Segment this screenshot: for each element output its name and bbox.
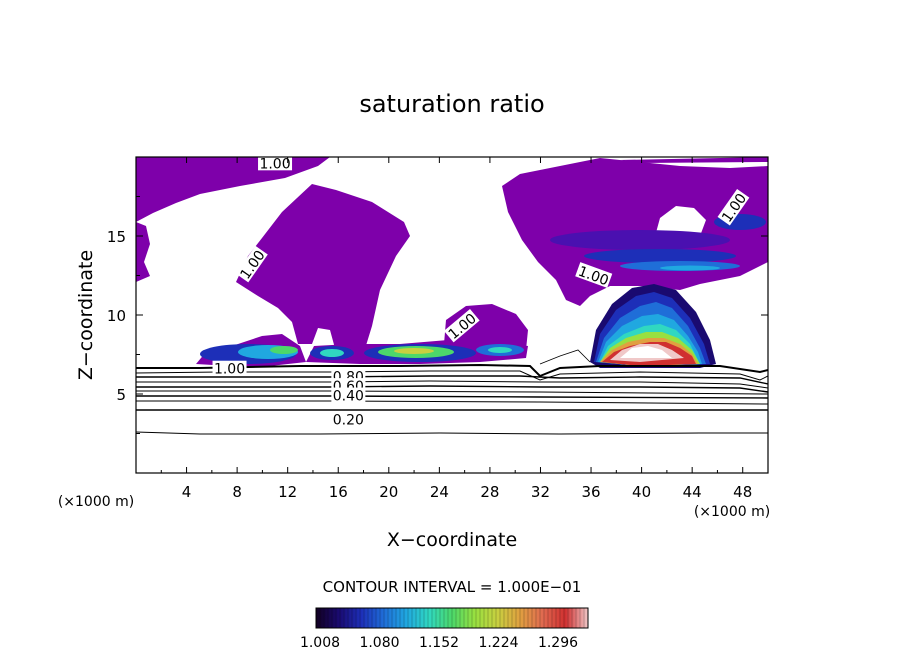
contour-0-70 [136, 380, 768, 389]
x-tick-label: 44 [683, 483, 702, 501]
colorbar-tick-label: 1.080 [359, 635, 399, 651]
contour-1-00 [136, 363, 768, 378]
colorbar-tick-label: 1.296 [538, 635, 578, 651]
contour-label-bg [443, 309, 480, 343]
x-tick-label: 4 [182, 483, 192, 501]
saturated-region-top-right-strip [620, 157, 768, 163]
y-axis-ticks: 5 10 15 [107, 196, 768, 434]
contour-0-50 [136, 390, 768, 395]
contour-label: 0.20 [333, 412, 364, 428]
contour-0-30 [136, 400, 768, 405]
contour-label-bg [331, 411, 366, 427]
core-ring-9 [620, 346, 672, 358]
saturated-region-upper-left [136, 157, 330, 222]
y-tick-label: 15 [107, 228, 126, 246]
colorbar-frame [315, 607, 589, 629]
contour-label: 1.00 [259, 156, 290, 172]
core-left-inner [270, 346, 298, 354]
contour-0-10 [136, 431, 768, 435]
y-tick-label: 10 [107, 307, 126, 325]
x-tick-label: 28 [480, 483, 499, 501]
x-axis-label: X−coordinate [387, 529, 517, 551]
contour-label-bg [575, 262, 613, 288]
plot-area: 1.001.001.001.001.001.00 0.800.600.400.20 [136, 156, 768, 473]
x-unit-left: (×1000 m) [58, 494, 134, 510]
colorbar-stripes [315, 608, 589, 628]
core-mid3-inner [488, 347, 512, 353]
contour-interval-label: CONTOUR INTERVAL = 1.000E−01 [323, 578, 582, 596]
contour-labels: 1.001.001.001.001.001.00 0.800.600.400.20 [212, 156, 750, 428]
colorbar-tick-label: 1.008 [300, 635, 340, 651]
y-axis-label: Z−coordinate [75, 250, 97, 380]
x-tick-label: 48 [733, 483, 752, 501]
colorbar-tick-labels: 1.008 1.080 1.152 1.224 1.296 [300, 635, 578, 651]
contour-0-80 [136, 375, 768, 385]
anvil-band-2 [584, 249, 736, 263]
contour-label-bg [331, 387, 366, 403]
colorbar [316, 608, 588, 628]
x-tick-label: 40 [632, 483, 651, 501]
contour-0-40 [136, 395, 768, 399]
contour-0-90 [136, 370, 768, 381]
x-tick-label: 16 [329, 483, 348, 501]
x-tick-label: 32 [531, 483, 550, 501]
x-axis-ticks: 4 8 12 16 20 24 28 32 36 40 44 48 [160, 157, 752, 501]
chart-title: saturation ratio [359, 90, 544, 118]
contour-lines [136, 349, 768, 435]
contour-label-bg [258, 157, 293, 171]
core-mid2-inner [394, 348, 434, 354]
contour-label-bg [717, 189, 750, 226]
contour-label-bg [212, 360, 247, 376]
anvil-supersaturation-bands [550, 214, 766, 271]
x-tick-label: 12 [278, 483, 297, 501]
contour-0-60 [136, 385, 768, 393]
contour-label-bg [235, 245, 268, 283]
x-tick-label: 36 [581, 483, 600, 501]
x-tick-label: 8 [232, 483, 242, 501]
anvil-band-4 [660, 265, 720, 271]
convective-core [590, 284, 716, 368]
core-mid1-inner [320, 349, 344, 357]
anvil-band-1 [550, 230, 730, 250]
saturated-region-tower-left [236, 184, 410, 352]
y-tick-label: 5 [116, 386, 126, 404]
contour-1-00-bump [539, 349, 591, 365]
supersaturated-cores [200, 344, 524, 364]
x-unit-right: (×1000 m) [694, 504, 770, 520]
saturated-region-left-edge [136, 222, 150, 282]
contour-label: 1.00 [214, 362, 245, 378]
colorbar-tick-label: 1.152 [419, 635, 459, 651]
x-tick-label: 20 [379, 483, 398, 501]
contour-label: 0.40 [333, 389, 364, 405]
colorbar-tick-label: 1.224 [478, 635, 518, 651]
x-tick-label: 24 [430, 483, 449, 501]
